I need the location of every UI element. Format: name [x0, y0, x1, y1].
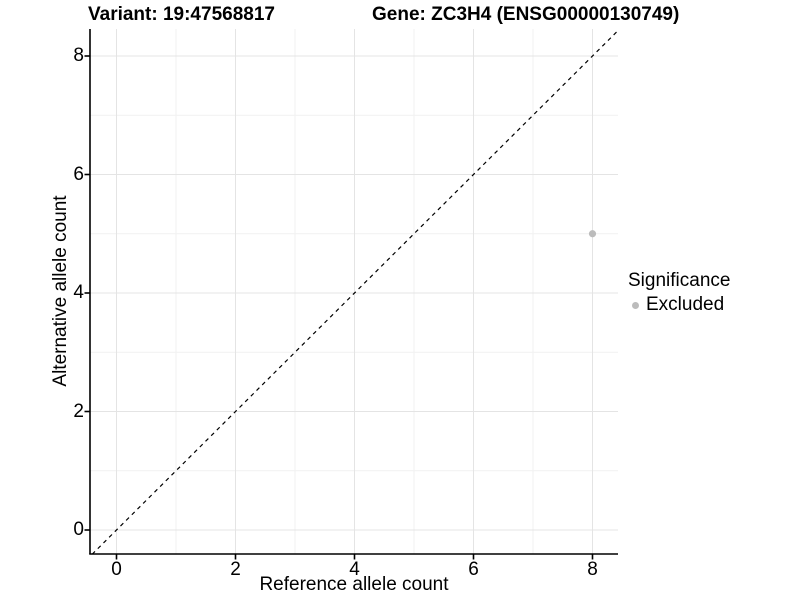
y-tick-label: 2 [73, 400, 84, 422]
y-tick-label: 0 [73, 519, 84, 540]
plot-title-variant: Variant: 19:47568817 [88, 4, 275, 25]
x-tick-label: 8 [587, 559, 598, 580]
y-tick-label: 8 [73, 45, 84, 66]
y-tick-label: 6 [73, 163, 84, 185]
legend-point-icon [632, 301, 639, 309]
x-axis-title: Reference allele count [259, 574, 449, 595]
x-tick-label: 2 [230, 559, 241, 580]
legend-title: Significance [628, 270, 731, 291]
x-tick-label: 0 [111, 559, 122, 580]
legend-entry-label: Excluded [646, 294, 725, 315]
legend: Significance Excluded [628, 270, 730, 316]
plot-title-gene: Gene: ZC3H4 (ENSG00000130749) [372, 4, 680, 25]
y-tick-label: 4 [73, 282, 84, 303]
identity-reference-line [91, 29, 618, 554]
data-point [588, 230, 597, 238]
x-tick-label: 6 [468, 559, 479, 580]
x-tick-label: 4 [349, 559, 360, 580]
legend-entry: Excluded [628, 294, 730, 316]
y-axis-title: Alternative allele count [50, 195, 71, 387]
